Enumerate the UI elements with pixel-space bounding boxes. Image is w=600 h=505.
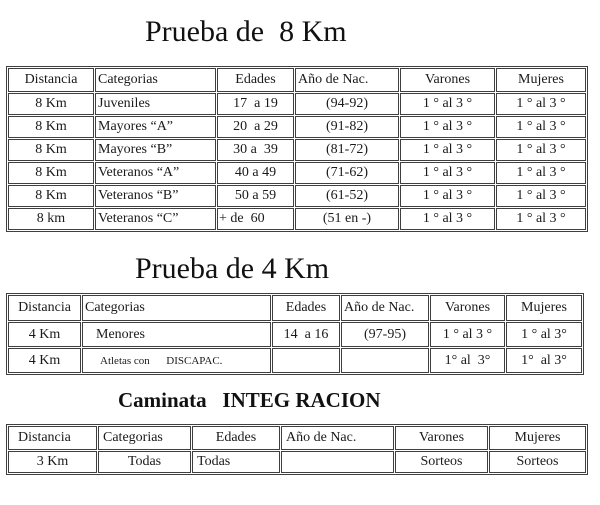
table-cell: 1 ° al 3 °	[400, 162, 495, 184]
table-cell: 50 a 59	[217, 185, 294, 207]
section-title-caminata: Caminata INTEG RACION	[118, 388, 381, 412]
header-cell-categorias: Categorias	[95, 68, 216, 92]
section-title-prueba-8km: Prueba de 8 Km	[145, 15, 347, 48]
table-cell: Juveniles	[95, 93, 216, 115]
header-cell-edades: Edades	[192, 426, 280, 450]
table-cell: 8 Km	[8, 93, 94, 115]
table-cell: 1 ° al 3 °	[496, 93, 586, 115]
table-row: 8 Km Veteranos “B” 50 a 59 (61-52) 1 ° a…	[8, 185, 586, 207]
table-cell: 1° al 3°	[506, 348, 582, 373]
header-cell-varones: Varones	[400, 68, 495, 92]
table-header-row: Distancia Categorias Edades Año de Nac. …	[8, 68, 586, 92]
table-row: 4 Km Atletas con DISCAPAC. 1° al 3° 1° a…	[8, 348, 582, 373]
table-cell: 1 ° al 3 °	[496, 116, 586, 138]
table-cell: 8 Km	[8, 162, 94, 184]
table-header-row: Distancia Categorias Edades Año de Nac. …	[8, 295, 582, 321]
table-row: 8 Km Veteranos “A” 40 a 49 (71-62) 1 ° a…	[8, 162, 586, 184]
table-cell	[281, 451, 394, 473]
table-cell: Mayores “A”	[95, 116, 216, 138]
table-row: 8 km Veteranos “C” + de 60 (51 en -) 1 °…	[8, 208, 586, 230]
table-cell: 1 ° al 3 °	[400, 139, 495, 161]
table-cell: Atletas con DISCAPAC.	[82, 348, 271, 373]
table-cell: 1° al 3°	[430, 348, 505, 373]
header-cell-edades: Edades	[272, 295, 340, 321]
table-cell: Todas	[98, 451, 191, 473]
header-cell-categorias: Categorias	[82, 295, 271, 321]
table-cell: 8 km	[8, 208, 94, 230]
table-cell: 1 ° al 3 °	[496, 185, 586, 207]
header-cell-varones: Varones	[430, 295, 505, 321]
table-cell: Veteranos “A”	[95, 162, 216, 184]
table-cell: (71-62)	[295, 162, 399, 184]
header-cell-categorias: Categorias	[98, 426, 191, 450]
table-row: 8 Km Mayores “A” 20 a 29 (91-82) 1 ° al …	[8, 116, 586, 138]
header-cell-ano-nac: Año de Nac.	[281, 426, 394, 450]
table-cell: Mayores “B”	[95, 139, 216, 161]
table-cell: Veteranos “C”	[95, 208, 216, 230]
header-cell-mujeres: Mujeres	[489, 426, 586, 450]
table-row: 8 Km Mayores “B” 30 a 39 (81-72) 1 ° al …	[8, 139, 586, 161]
header-cell-ano-nac: Año de Nac.	[295, 68, 399, 92]
table-cell: 14 a 16	[272, 322, 340, 347]
table-cell: 3 Km	[8, 451, 97, 473]
table-cell: Todas	[192, 451, 280, 473]
header-cell-distancia: Distancia	[8, 68, 94, 92]
table-cell: 1 ° al 3°	[506, 322, 582, 347]
table-cell: 1 ° al 3 °	[430, 322, 505, 347]
table-cell: Sorteos	[489, 451, 586, 473]
table-cell: 4 Km	[8, 322, 81, 347]
race-table-4km: Distancia Categorias Edades Año de Nac. …	[6, 293, 584, 375]
table-header-row: Distancia Categorias Edades Año de Nac. …	[8, 426, 586, 450]
header-cell-ano-nac: Año de Nac.	[341, 295, 429, 321]
table-cell: 1 ° al 3 °	[496, 139, 586, 161]
table-cell: 20 a 29	[217, 116, 294, 138]
table-cell: 8 Km	[8, 116, 94, 138]
table-cell: 30 a 39	[217, 139, 294, 161]
table-cell: + de 60	[217, 208, 294, 230]
table-cell: (81-72)	[295, 139, 399, 161]
table-cell: (94-92)	[295, 93, 399, 115]
table-row: 3 Km Todas Todas Sorteos Sorteos	[8, 451, 586, 473]
table-cell: (91-82)	[295, 116, 399, 138]
table-row: 8 Km Juveniles 17 a 19 (94-92) 1 ° al 3 …	[8, 93, 586, 115]
table-cell: 1 ° al 3 °	[496, 208, 586, 230]
header-cell-mujeres: Mujeres	[496, 68, 586, 92]
table-cell	[272, 348, 340, 373]
table-cell: 1 ° al 3 °	[400, 93, 495, 115]
table-cell: Veteranos “B”	[95, 185, 216, 207]
table-cell: 17 a 19	[217, 93, 294, 115]
table-row: 4 Km Menores 14 a 16 (97-95) 1 ° al 3 ° …	[8, 322, 582, 347]
header-cell-varones: Varones	[395, 426, 488, 450]
table-cell: Menores	[82, 322, 271, 347]
table-cell: Sorteos	[395, 451, 488, 473]
header-cell-distancia: Distancia	[8, 426, 97, 450]
table-cell: 40 a 49	[217, 162, 294, 184]
table-cell: 4 Km	[8, 348, 81, 373]
header-cell-mujeres: Mujeres	[506, 295, 582, 321]
table-cell: 1 ° al 3 °	[400, 208, 495, 230]
header-cell-edades: Edades	[217, 68, 294, 92]
header-cell-distancia: Distancia	[8, 295, 81, 321]
table-cell: (61-52)	[295, 185, 399, 207]
table-cell: (97-95)	[341, 322, 429, 347]
table-cell	[341, 348, 429, 373]
table-cell: (51 en -)	[295, 208, 399, 230]
table-cell: 1 ° al 3 °	[400, 185, 495, 207]
section-title-prueba-4km: Prueba de 4 Km	[135, 252, 330, 285]
race-table-caminata: Distancia Categorias Edades Año de Nac. …	[6, 424, 588, 475]
table-cell: 8 Km	[8, 185, 94, 207]
table-cell: 8 Km	[8, 139, 94, 161]
table-cell: 1 ° al 3 °	[496, 162, 586, 184]
race-table-8km: Distancia Categorias Edades Año de Nac. …	[6, 66, 588, 232]
table-cell: 1 ° al 3 °	[400, 116, 495, 138]
